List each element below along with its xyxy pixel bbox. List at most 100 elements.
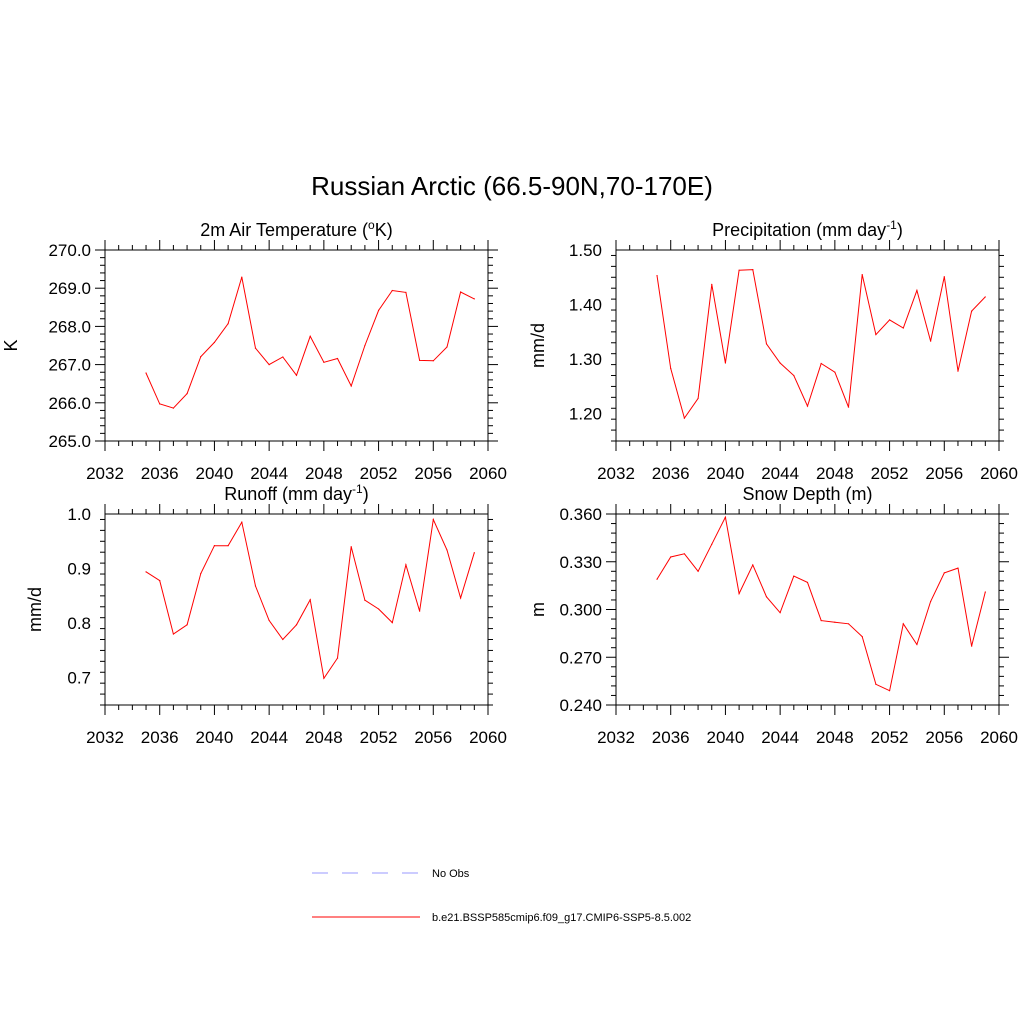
data-point [145,571,147,573]
data-point [984,296,986,298]
x-tick-label: 2040 [707,728,745,747]
x-tick-label: 2048 [305,728,343,747]
data-point [820,362,822,365]
data-point [861,273,863,276]
data-point [697,570,699,572]
y-tick-label: 267.0 [48,356,91,375]
x-tick-label: 2044 [250,728,288,747]
x-tick-label: 2036 [141,728,179,747]
data-point [405,564,407,566]
data-point [241,276,243,278]
x-tick-label: 2032 [597,728,635,747]
y-tick-label: 270.0 [48,241,91,260]
x-tick-label: 2036 [652,728,690,747]
series-line [145,517,475,680]
y-tick-label: 1.0 [67,505,91,524]
x-tick-label: 2052 [871,464,909,483]
panels-group: 2m Air Temperature (oK) 2032 2036 2040 2044 2… [1,218,1018,747]
x-tick-label: 2056 [925,464,963,483]
data-point [268,619,270,622]
data-point [724,362,727,364]
x-tick-label: 2040 [196,464,234,483]
data-point [159,579,161,582]
data-point [683,417,685,419]
y-tick-label: 0.7 [67,669,91,688]
data-point [847,623,850,625]
data-point [930,340,932,342]
data-point [241,521,243,523]
data-point [752,564,754,566]
data-point [724,516,727,518]
y-tick-label: 269.0 [48,279,91,298]
x-tick-label: 2056 [925,728,963,747]
data-point [323,361,325,363]
data-point [711,283,713,285]
chart-panel-1: 2m Air Temperature (oK) 2032 2036 2040 2044 2… [1,218,507,483]
data-point [213,341,216,344]
x-tick-label: 2032 [86,728,124,747]
data-point [213,545,216,547]
data-point [656,275,658,277]
x-tick-label: 2052 [360,464,398,483]
y-tick-label: 1.50 [569,241,602,260]
data-point [473,552,475,554]
data-point [779,362,781,364]
data-point [460,597,462,599]
data-point [227,545,229,547]
series-line [656,515,986,692]
data-point [336,657,339,659]
y-tick-label: 0.300 [559,601,602,620]
data-point [875,683,877,685]
x-tick-label: 2048 [816,728,854,747]
data-point [670,367,672,370]
data-point [391,621,393,624]
x-tick-label: 2036 [652,464,690,483]
data-point [309,335,311,337]
data-point [405,291,407,294]
data-point [888,319,891,321]
panel-title: Snow Depth (m) [742,484,872,504]
data-point [984,591,986,593]
x-tick-label: 2040 [196,728,234,747]
data-point [419,610,421,612]
y-tick-label: 0.360 [559,505,602,524]
data-point [902,327,904,329]
x-tick-label: 2060 [469,728,507,747]
legend-label-2: b.e21.BSSP585cmip6.f09_g17.CMIP6-SSP5-8.… [432,912,691,924]
chart-panel-2: Precipitation (mm day-1) 2032 2036 2040 2044… [528,218,1018,483]
x-tick-label: 2060 [980,728,1018,747]
data-point [670,556,672,558]
chart-panel-3: Runoff (mm day-1) 2032 2036 2040 2044 2048 205… [25,482,507,747]
panel-title: 2m Air Temperature (oK) [200,218,392,240]
data-point [957,370,959,372]
y-tick-label: 268.0 [48,317,91,336]
data-point [254,585,257,587]
data-point [697,397,699,400]
data-point [419,359,421,361]
data-point [943,276,945,278]
x-tick-label: 2032 [597,464,635,483]
data-point [432,518,434,521]
x-tick-label: 2048 [305,464,343,483]
data-point [377,608,380,610]
data-point [186,393,188,395]
y-axis-label: m [528,602,548,617]
data-point [446,549,448,551]
data-point [460,291,462,293]
data-point [806,405,809,407]
main-title: Russian Arctic (66.5-90N,70-170E) [311,171,713,201]
data-point [793,374,795,377]
data-point [295,374,298,376]
series-line [145,276,475,409]
data-point [957,567,959,569]
data-point [806,581,809,584]
data-point [834,371,836,373]
y-axis-label: mm/d [25,587,45,632]
data-point [861,635,863,638]
y-tick-label: 266.0 [48,394,91,413]
x-tick-label: 2048 [816,464,854,483]
y-tick-label: 1.40 [569,296,602,315]
data-point [943,572,945,574]
y-tick-label: 1.30 [569,350,602,369]
